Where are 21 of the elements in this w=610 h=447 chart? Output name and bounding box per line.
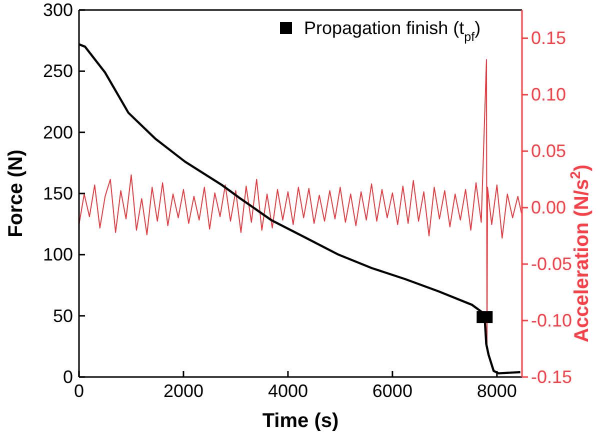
y-axis-title: Force (N) [5, 150, 27, 238]
y-tick-label: 300 [42, 0, 73, 20]
x-tick-label: 6000 [372, 381, 412, 401]
y-tick-label: 50 [52, 306, 73, 326]
y-tick-label: 250 [42, 61, 73, 82]
y2-tick-label: -0.05 [531, 254, 572, 274]
y-tick-label: 0 [62, 367, 73, 387]
x-axis-title: Time (s) [262, 410, 339, 432]
y2-tick-label: -0.15 [531, 367, 572, 387]
y2-tick-label: -0.10 [531, 310, 572, 331]
y-tick-label: 200 [42, 122, 73, 142]
y2-tick-label: 0.10 [531, 84, 566, 105]
x-tick-label: 8000 [476, 381, 517, 401]
y-tick-label: 150 [42, 184, 73, 204]
y2-tick-label: 0.15 [531, 28, 566, 48]
y2-tick-label: 0.05 [531, 141, 566, 162]
y-tick-label: 100 [42, 244, 73, 265]
x-tick-label: 2000 [163, 381, 204, 401]
legend-label: Propagation finish (t$_{pf}$) [304, 18, 481, 44]
y2-tick-label: 0.00 [531, 198, 566, 218]
x-tick-label: 4000 [268, 381, 308, 401]
